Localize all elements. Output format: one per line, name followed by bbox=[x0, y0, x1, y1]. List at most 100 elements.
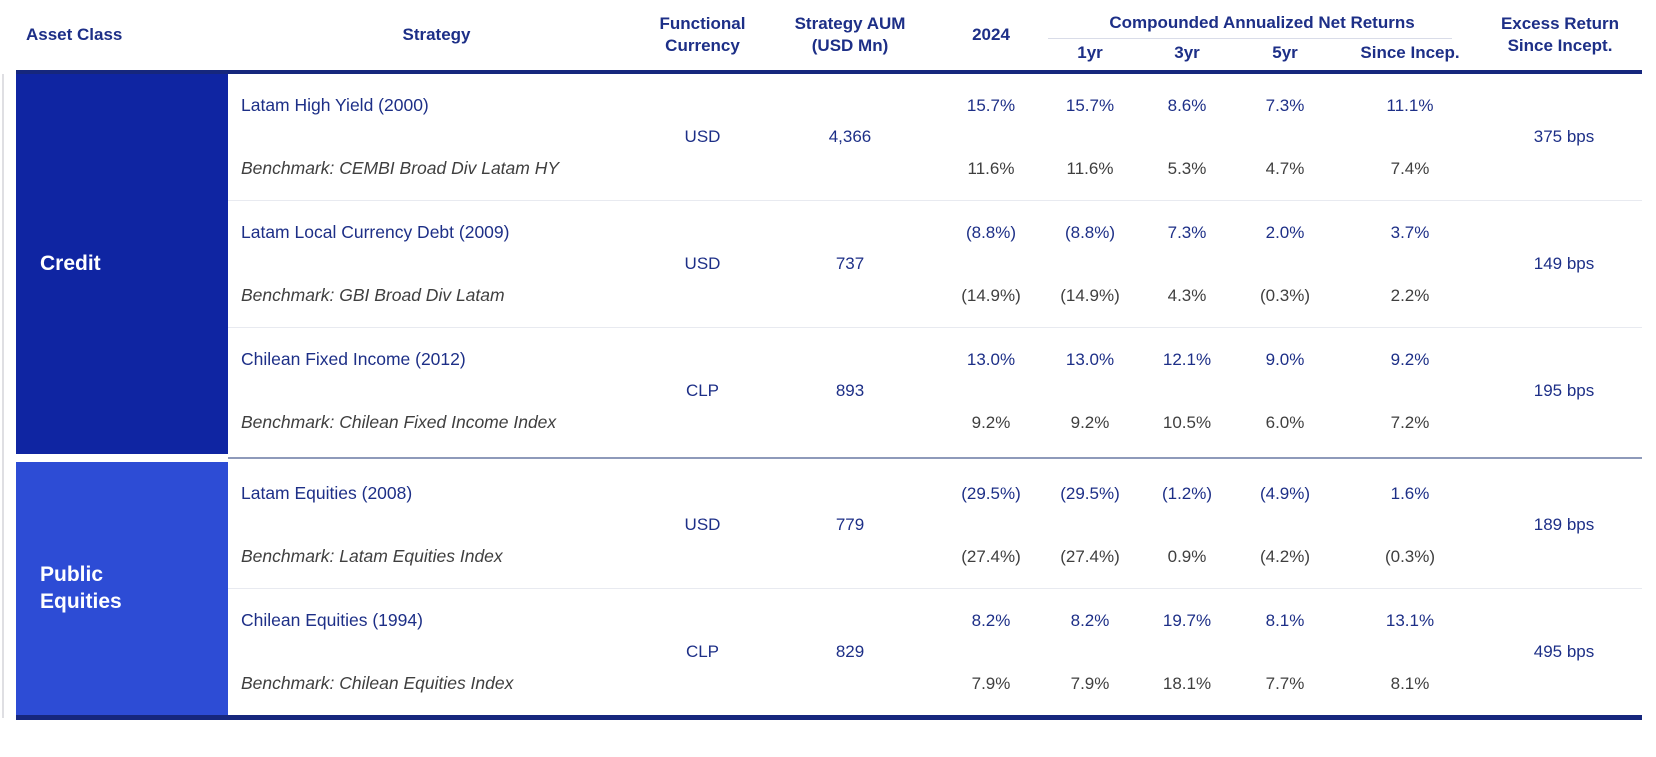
benchmark-return-since-incep: (0.3%) bbox=[1384, 546, 1436, 566]
return-1yr-cell: (29.5%) (27.4%) bbox=[1042, 462, 1138, 588]
excess-return-value: 495 bps bbox=[1533, 642, 1595, 661]
column-header-asset-class: Asset Class bbox=[26, 25, 123, 45]
benchmark-return-5yr: (4.2%) bbox=[1259, 546, 1311, 566]
strategy-return-1yr: 15.7% bbox=[1065, 95, 1115, 115]
column-header-2024: 2024 bbox=[972, 25, 1010, 45]
strategy-return-2024: 15.7% bbox=[966, 95, 1016, 115]
section-public-equities: Public Equities Latam Equities (2008) Be… bbox=[16, 462, 1642, 715]
return-3yr-cell: (1.2%) 0.9% bbox=[1138, 462, 1236, 588]
strategy-return-5yr: 7.3% bbox=[1265, 95, 1305, 115]
section-credit: Credit Latam High Yield (2000) Benchmark… bbox=[16, 74, 1642, 454]
strategy-group-chilean-fixed-income: Chilean Fixed Income (2012) Benchmark: C… bbox=[228, 328, 1642, 454]
currency-value: CLP bbox=[685, 642, 720, 661]
benchmark-return-since-incep: 2.2% bbox=[1390, 285, 1430, 305]
strategy-name-cell: Chilean Equities (1994) Benchmark: Chile… bbox=[228, 589, 645, 715]
column-header-excess-return: Excess Return Since Incept. bbox=[1482, 13, 1638, 57]
strategy-return-1yr: 13.0% bbox=[1065, 349, 1115, 369]
return-1yr-cell: (8.8%) (14.9%) bbox=[1042, 201, 1138, 327]
excess-return-value: 375 bps bbox=[1533, 127, 1595, 146]
strategy-name-cell: Latam High Yield (2000) Benchmark: CEMBI… bbox=[228, 74, 645, 200]
strategy-return-1yr: 8.2% bbox=[1070, 610, 1110, 630]
excess-return-value: 189 bps bbox=[1533, 515, 1595, 534]
currency-value: CLP bbox=[685, 381, 720, 400]
group-divider bbox=[228, 327, 1642, 328]
strategy-name: Chilean Equities (1994) bbox=[241, 610, 423, 630]
asset-class-block-credit: Credit bbox=[16, 74, 228, 454]
return-5yr-cell: 9.0% 6.0% bbox=[1236, 328, 1334, 454]
return-2024-cell: 13.0% 9.2% bbox=[940, 328, 1042, 454]
currency-value: USD bbox=[684, 127, 721, 146]
strategy-return-3yr: 8.6% bbox=[1167, 95, 1207, 115]
strategy-return-5yr: (4.9%) bbox=[1259, 483, 1311, 503]
column-group-compounded-returns: Compounded Annualized Net Returns 1yr 3y… bbox=[1042, 0, 1482, 70]
benchmark-return-1yr: 11.6% bbox=[1066, 158, 1114, 178]
column-header-5yr: 5yr bbox=[1272, 43, 1298, 62]
benchmark-return-1yr: 9.2% bbox=[1070, 412, 1110, 432]
return-2024-cell: 8.2% 7.9% bbox=[940, 589, 1042, 715]
strategy-return-1yr: (8.8%) bbox=[1064, 222, 1116, 242]
aum-value: 893 bbox=[835, 381, 865, 400]
benchmark-name: Benchmark: Latam Equities Index bbox=[241, 546, 503, 566]
strategy-return-2024: 8.2% bbox=[971, 610, 1011, 630]
return-3yr-cell: 8.6% 5.3% bbox=[1138, 74, 1236, 200]
asset-class-label: Public Equities bbox=[40, 563, 122, 613]
return-3yr-cell: 12.1% 10.5% bbox=[1138, 328, 1236, 454]
compounded-returns-label: Compounded Annualized Net Returns bbox=[1109, 13, 1415, 32]
performance-table: Asset Class Strategy Functional Currency… bbox=[16, 0, 1642, 720]
compounded-returns-underline bbox=[1048, 38, 1452, 39]
benchmark-name: Benchmark: Chilean Fixed Income Index bbox=[241, 412, 557, 432]
strategy-return-since-incep: 13.1% bbox=[1385, 610, 1435, 630]
group-divider bbox=[228, 588, 1642, 589]
strategy-return-since-incep: 9.2% bbox=[1390, 349, 1430, 369]
return-2024-cell: (29.5%) (27.4%) bbox=[940, 462, 1042, 588]
benchmark-return-3yr: 18.1% bbox=[1162, 673, 1212, 693]
column-header-strategy-aum: Strategy AUM (USD Mn) bbox=[760, 13, 940, 57]
return-5yr-cell: (4.9%) (4.2%) bbox=[1236, 462, 1334, 588]
benchmark-return-2024: 11.6% bbox=[967, 158, 1015, 178]
benchmark-return-since-incep: 8.1% bbox=[1390, 673, 1430, 693]
asset-class-label: Credit bbox=[40, 251, 101, 275]
left-edge-divider bbox=[2, 74, 4, 718]
benchmark-return-since-incep: 7.2% bbox=[1390, 412, 1430, 432]
strategy-return-since-incep: 11.1% bbox=[1386, 95, 1434, 115]
benchmark-return-5yr: 7.7% bbox=[1265, 673, 1305, 693]
column-header-excess-return-label: Excess Return Since Incept. bbox=[1500, 14, 1620, 55]
strategy-return-since-incep: 1.6% bbox=[1390, 483, 1430, 503]
benchmark-return-1yr: 7.9% bbox=[1070, 673, 1110, 693]
return-3yr-cell: 7.3% 4.3% bbox=[1138, 201, 1236, 327]
strategy-return-3yr: (1.2%) bbox=[1161, 483, 1213, 503]
currency-value: USD bbox=[684, 515, 721, 534]
return-5yr-cell: 8.1% 7.7% bbox=[1236, 589, 1334, 715]
column-header-strategy: Strategy bbox=[402, 25, 471, 45]
group-divider bbox=[228, 200, 1642, 201]
strategy-return-5yr: 2.0% bbox=[1265, 222, 1305, 242]
return-1yr-cell: 13.0% 9.2% bbox=[1042, 328, 1138, 454]
strategy-return-3yr: 12.1% bbox=[1162, 349, 1212, 369]
benchmark-return-1yr: (27.4%) bbox=[1060, 546, 1120, 566]
aum-value: 829 bbox=[835, 642, 865, 661]
return-5yr-cell: 2.0% (0.3%) bbox=[1236, 201, 1334, 327]
strategy-name: Chilean Fixed Income (2012) bbox=[241, 349, 466, 369]
benchmark-return-5yr: 6.0% bbox=[1265, 412, 1305, 432]
strategy-return-3yr: 7.3% bbox=[1167, 222, 1207, 242]
column-header-1yr: 1yr bbox=[1077, 43, 1103, 62]
aum-value: 779 bbox=[835, 515, 865, 534]
benchmark-return-3yr: 5.3% bbox=[1167, 158, 1207, 178]
strategy-group-latam-high-yield: Latam High Yield (2000) Benchmark: CEMBI… bbox=[228, 74, 1642, 200]
benchmark-return-since-incep: 7.4% bbox=[1390, 158, 1430, 178]
currency-value: USD bbox=[684, 254, 721, 273]
benchmark-return-2024: 7.9% bbox=[971, 673, 1011, 693]
section-separator-line bbox=[228, 457, 1642, 459]
strategy-return-5yr: 8.1% bbox=[1265, 610, 1305, 630]
benchmark-return-2024: (14.9%) bbox=[961, 285, 1021, 305]
strategy-return-2024: 13.0% bbox=[966, 349, 1016, 369]
benchmark-name: Benchmark: GBI Broad Div Latam bbox=[241, 285, 505, 305]
strategy-return-since-incep: 3.7% bbox=[1390, 222, 1430, 242]
benchmark-name: Benchmark: CEMBI Broad Div Latam HY bbox=[241, 158, 560, 178]
column-header-functional-currency: Functional Currency bbox=[645, 13, 760, 57]
column-header-3yr: 3yr bbox=[1174, 43, 1200, 62]
aum-value: 737 bbox=[835, 254, 865, 273]
benchmark-return-3yr: 10.5% bbox=[1162, 412, 1212, 432]
strategy-return-5yr: 9.0% bbox=[1265, 349, 1305, 369]
